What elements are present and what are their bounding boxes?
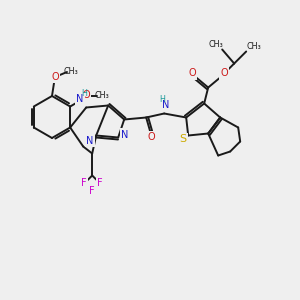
Text: O: O — [51, 72, 59, 82]
Text: N: N — [122, 130, 129, 140]
Text: F: F — [98, 178, 103, 188]
Text: N: N — [76, 94, 84, 104]
Text: CH₃: CH₃ — [64, 67, 78, 76]
Text: CH₃: CH₃ — [209, 40, 224, 49]
Text: H: H — [81, 89, 87, 98]
Text: O: O — [82, 91, 90, 100]
Text: H: H — [159, 95, 165, 104]
Text: S: S — [180, 134, 187, 145]
Text: O: O — [147, 133, 155, 142]
Text: N: N — [163, 100, 170, 110]
Text: F: F — [89, 187, 95, 196]
Text: N: N — [86, 136, 94, 146]
Text: O: O — [188, 68, 196, 79]
Text: CH₃: CH₃ — [95, 91, 110, 100]
Text: F: F — [81, 178, 87, 188]
Text: CH₃: CH₃ — [247, 42, 262, 51]
Text: O: O — [220, 68, 228, 79]
